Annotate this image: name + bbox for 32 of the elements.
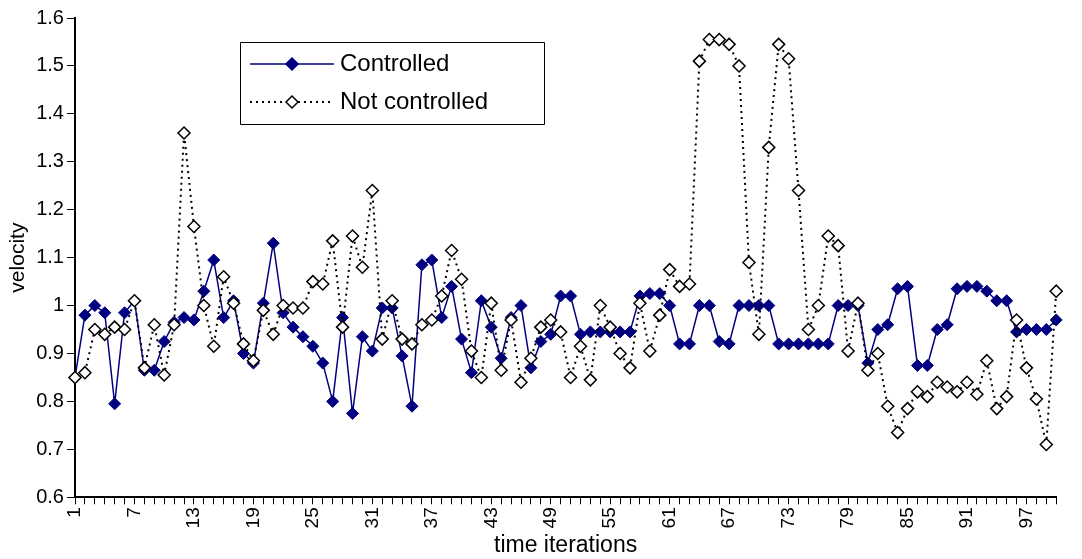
y-tick-label: 1.6: [36, 5, 64, 28]
x-tick-label: 61: [657, 507, 679, 529]
y-axis-title: velocity: [5, 222, 29, 293]
x-tick-label: 73: [776, 507, 798, 529]
x-axis-title: time iterations: [494, 530, 638, 557]
x-tick-label: 7: [122, 507, 144, 518]
y-tick-label: 1.5: [36, 53, 64, 76]
x-tick-label: 79: [836, 507, 858, 529]
y-tick-label: 0.7: [36, 436, 64, 459]
y-tick-label: 0.8: [36, 388, 64, 411]
x-tick-label: 31: [360, 507, 382, 529]
legend-label: Not controlled: [340, 86, 489, 114]
x-tick-label: 25: [301, 507, 323, 529]
y-tick-label: 0.6: [36, 484, 64, 507]
x-tick-label: 55: [598, 507, 620, 529]
x-tick-label: 13: [182, 507, 204, 529]
x-tick-label: 97: [1014, 507, 1036, 529]
x-tick-label: 91: [955, 507, 977, 529]
y-tick-label: 1.1: [36, 245, 64, 268]
x-tick-label: 1: [63, 507, 85, 518]
x-tick-label: 19: [241, 507, 263, 529]
y-tick-label: 1.3: [36, 149, 64, 172]
y-tick-label: 1.2: [36, 197, 64, 220]
x-tick-label: 85: [895, 507, 917, 529]
x-tick-label: 43: [479, 507, 501, 529]
y-tick-label: 1: [52, 293, 64, 316]
y-tick-label: 1.4: [36, 101, 64, 124]
x-tick-label: 37: [420, 507, 442, 529]
x-tick-label: 67: [717, 507, 739, 529]
x-tick-label: 49: [538, 507, 560, 529]
legend-label: Controlled: [340, 48, 450, 76]
y-tick-label: 0.9: [36, 341, 64, 363]
